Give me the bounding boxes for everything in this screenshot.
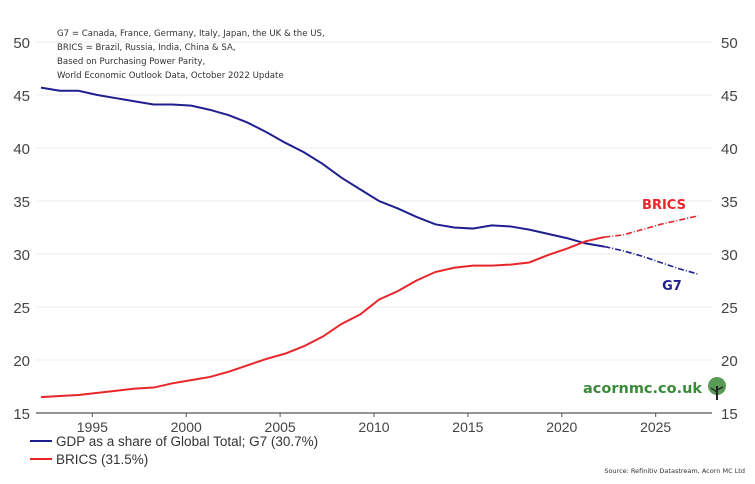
logo-text: acornmc.co.uk: [583, 381, 703, 397]
legend-item-brics: BRICS (31.5%): [30, 450, 318, 468]
y-tick-label-left: 15: [13, 406, 30, 423]
y-tick-label-right: 40: [721, 141, 738, 158]
series-line-brics: [40, 236, 605, 399]
x-tick-label: 2025: [640, 419, 671, 435]
legend-swatch: [30, 458, 52, 460]
y-tick-label-left: 25: [13, 300, 30, 317]
y-tick-label-left: 35: [13, 194, 30, 211]
legend-label: GDP as a share of Global Total; G7 (30.7…: [56, 433, 319, 449]
series-forecast-brics: [604, 215, 699, 238]
source-note: Source: Refinitiv Datastream, Acorn MC L…: [604, 467, 745, 475]
note-line: G7 = Canada, France, Germany, Italy, Jap…: [57, 29, 325, 39]
y-tick-label-right: 15: [721, 406, 738, 423]
y-tick-label-left: 45: [13, 88, 30, 105]
legend: GDP as a share of Global Total; G7 (30.7…: [30, 432, 318, 468]
x-tick-label: 2020: [546, 419, 577, 435]
y-tick-label-left: 20: [13, 353, 30, 370]
x-tick-label: 2005: [265, 419, 296, 435]
x-tick-label: 1995: [77, 419, 108, 435]
series-label-brics: BRICS: [642, 198, 686, 213]
series-label-g7: G7: [662, 279, 682, 294]
y-tick-label-right: 20: [721, 353, 738, 370]
series-line-g7: [40, 86, 605, 248]
y-tick-label-left: 40: [13, 141, 30, 158]
chart-notes: G7 = Canada, France, Germany, Italy, Jap…: [57, 27, 325, 83]
y-tick-label-right: 45: [721, 88, 738, 105]
x-tick-label: 2015: [452, 419, 483, 435]
y-tick-label-right: 30: [721, 247, 738, 264]
logo: acornmc.co.uk: [583, 376, 730, 402]
x-tick-label: 2000: [171, 419, 202, 435]
y-tick-label-right: 35: [721, 194, 738, 211]
legend-item-g7: GDP as a share of Global Total; G7 (30.7…: [30, 432, 318, 450]
y-tick-label-right: 50: [721, 35, 738, 52]
y-tick-label-left: 30: [13, 247, 30, 264]
series-forecast-g7: [604, 245, 699, 275]
note-line: BRICS = Brazil, Russia, India, China & S…: [57, 43, 236, 53]
y-tick-label-right: 25: [721, 300, 738, 317]
legend-label: BRICS (31.5%): [56, 451, 149, 467]
note-line: Based on Purchasing Power Parity,: [57, 57, 206, 67]
y-tick-label-left: 50: [13, 35, 30, 52]
x-tick-label: 2010: [358, 419, 389, 435]
legend-swatch: [30, 440, 52, 442]
tree-icon: [708, 377, 727, 400]
note-line: World Economic Outlook Data, October 202…: [57, 71, 284, 81]
